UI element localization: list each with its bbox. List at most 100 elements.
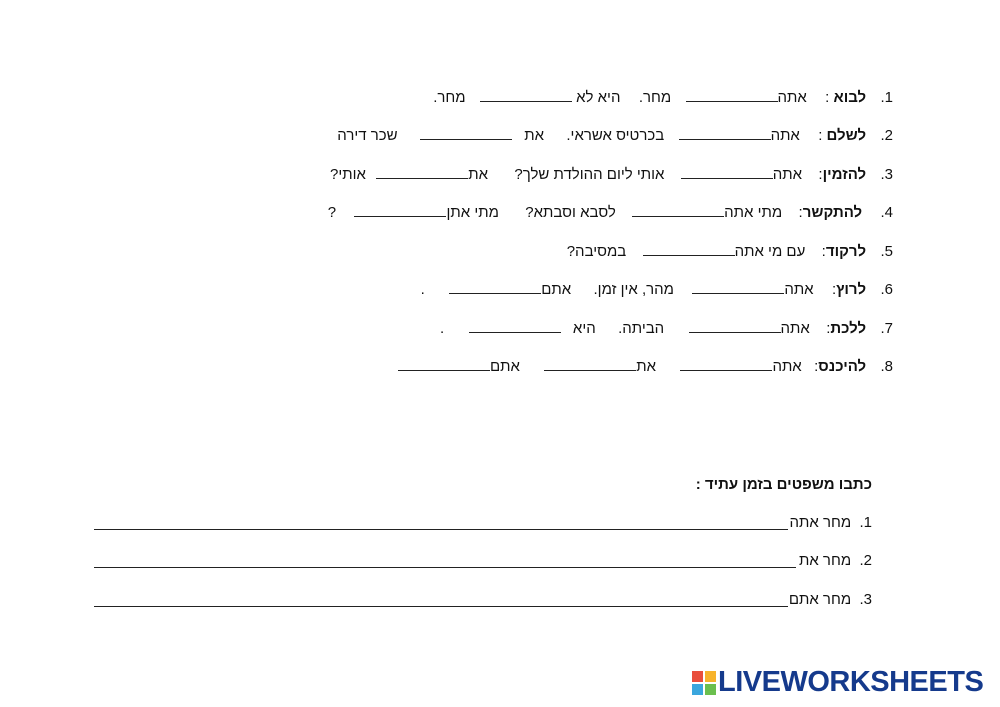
exercise-text: את — [636, 358, 657, 375]
write-prompt: 1. מחר אתה — [789, 511, 872, 535]
answer-line[interactable] — [94, 567, 796, 568]
exercise-number: 8. — [880, 358, 893, 375]
exercise-text: מהר, אין זמן. — [593, 281, 674, 298]
exercise-number: 3. — [880, 166, 893, 183]
exercise-verb: להיכנס — [818, 358, 867, 375]
exercise-verb: לרוץ — [836, 281, 867, 298]
exercise-separator: : — [821, 243, 826, 260]
exercise-row: 2. לשלם : אתה בכרטיס אשראי. את שכר דירה — [337, 124, 893, 148]
logo-mark-icon — [692, 671, 716, 695]
logo-cell — [692, 684, 703, 695]
exercise-text: ? — [327, 204, 337, 221]
exercise-verb: ללכת — [830, 320, 867, 337]
exercise-text: היא לא — [576, 89, 621, 106]
exercise-separator: : — [798, 204, 803, 221]
answer-blank[interactable] — [544, 355, 637, 371]
exercise-text: אתה — [772, 166, 803, 183]
write-number: 1. — [859, 514, 872, 531]
logo-cell — [705, 671, 716, 682]
logo-cell — [705, 684, 716, 695]
exercise-verb: לרקוד — [825, 243, 867, 260]
answer-blank[interactable] — [419, 124, 512, 140]
answer-blank[interactable] — [354, 201, 447, 217]
exercise-separator: : — [831, 281, 837, 298]
answer-blank[interactable] — [449, 278, 542, 294]
exercise-text: אתה — [780, 320, 810, 337]
exercise-text: אתה — [772, 358, 802, 375]
exercise-text: את — [524, 127, 545, 144]
exercise-text: מתי אתן — [446, 204, 499, 221]
write-number: 3. — [859, 591, 872, 608]
exercise-separator: : — [825, 89, 834, 106]
exercise-number: 4. — [880, 204, 893, 221]
write-prompt: 3. מחר אתם — [789, 588, 872, 612]
exercise-row: 8. להיכנס: אתה את אתם — [397, 355, 893, 379]
exercise-verb: לשלם — [826, 127, 867, 144]
write-prompt: 2. מחר את — [799, 549, 872, 573]
answer-line[interactable] — [94, 529, 788, 530]
answer-blank[interactable] — [397, 355, 490, 371]
answer-blank[interactable] — [688, 317, 781, 333]
exercise-separator: : — [826, 320, 831, 337]
answer-blank[interactable] — [479, 86, 572, 102]
write-prompt-text: מחר אתם — [788, 591, 852, 608]
exercise-verb: להתקשר — [802, 204, 863, 221]
exercise-row: 6. לרוץ: אתה מהר, אין זמן. אתם . — [421, 278, 893, 302]
answer-blank[interactable] — [680, 163, 773, 179]
exercise-text: מתי אתה — [724, 204, 783, 221]
exercise-text: את — [468, 166, 489, 183]
section-title: כתבו משפטים בזמן עתיד : — [695, 476, 872, 493]
answer-blank[interactable] — [468, 317, 561, 333]
exercise-text: בכרטיס אשראי. — [566, 127, 665, 144]
answer-blank[interactable] — [692, 278, 785, 294]
exercise-row: 1. לבוא : אתה מחר. היא לא מחר. — [433, 86, 893, 110]
exercise-text: עם מי אתה — [734, 243, 806, 260]
liveworksheets-logo: LIVEWORKSHEETS — [692, 666, 992, 698]
exercise-separator: : — [818, 127, 827, 144]
write-number: 2. — [859, 552, 872, 569]
exercise-row: 3. להזמין: אתה אותי ליום ההולדת שלך? את … — [330, 163, 893, 187]
exercise-text: אותי? — [330, 166, 366, 183]
exercise-text: . — [420, 281, 425, 298]
exercise-text: שכר דירה — [337, 127, 398, 144]
exercise-row: 4. להתקשר: מתי אתה לסבא וסבתא? מתי אתן ? — [328, 201, 893, 225]
exercise-text: אותי ליום ההולדת שלך? — [514, 166, 665, 183]
logo-text: LIVEWORKSHEETS — [718, 666, 984, 698]
exercise-text: . — [440, 320, 445, 337]
exercise-number: 7. — [880, 320, 893, 337]
answer-blank[interactable] — [678, 124, 771, 140]
exercise-row: 7. ללכת: אתה הביתה. היא . — [440, 317, 893, 341]
write-row: 2. מחר את — [94, 549, 872, 573]
answer-blank[interactable] — [376, 163, 469, 179]
exercise-verb: לבוא — [833, 89, 867, 106]
exercise-number: 6. — [880, 281, 893, 298]
exercise-text: אתם — [489, 358, 520, 375]
exercise-number: 5. — [880, 243, 893, 260]
exercise-text: אתה — [777, 89, 807, 106]
exercise-text: מחר. — [638, 89, 672, 106]
exercise-separator: : — [818, 166, 823, 183]
exercise-text: היא — [572, 320, 596, 337]
answer-blank[interactable] — [642, 240, 735, 256]
exercise-number: 1. — [880, 89, 893, 106]
write-prompt-text: מחר אתה — [789, 514, 852, 531]
write-prompt-text: מחר את — [798, 552, 852, 569]
logo-cell — [692, 671, 703, 682]
exercise-text: מחר. — [433, 89, 466, 106]
exercise-row: 5. לרקוד: עם מי אתה במסיבה? — [567, 240, 893, 264]
exercise-separator: : — [814, 358, 819, 375]
answer-blank[interactable] — [685, 86, 778, 102]
exercise-text: אתם — [541, 281, 572, 298]
exercise-text: הביתה. — [618, 320, 665, 337]
exercise-text: לסבא וסבתא? — [525, 204, 616, 221]
exercise-text: במסיבה? — [566, 243, 627, 260]
exercise-text: אתה — [784, 281, 814, 298]
write-row: 3. מחר אתם — [94, 588, 872, 612]
exercise-verb: להזמין — [822, 166, 867, 183]
exercise-text: אתה — [770, 127, 800, 144]
write-row: 1. מחר אתה — [94, 511, 872, 535]
answer-blank[interactable] — [632, 201, 725, 217]
exercise-number: 2. — [880, 127, 893, 144]
answer-line[interactable] — [94, 606, 788, 607]
answer-blank[interactable] — [680, 355, 773, 371]
